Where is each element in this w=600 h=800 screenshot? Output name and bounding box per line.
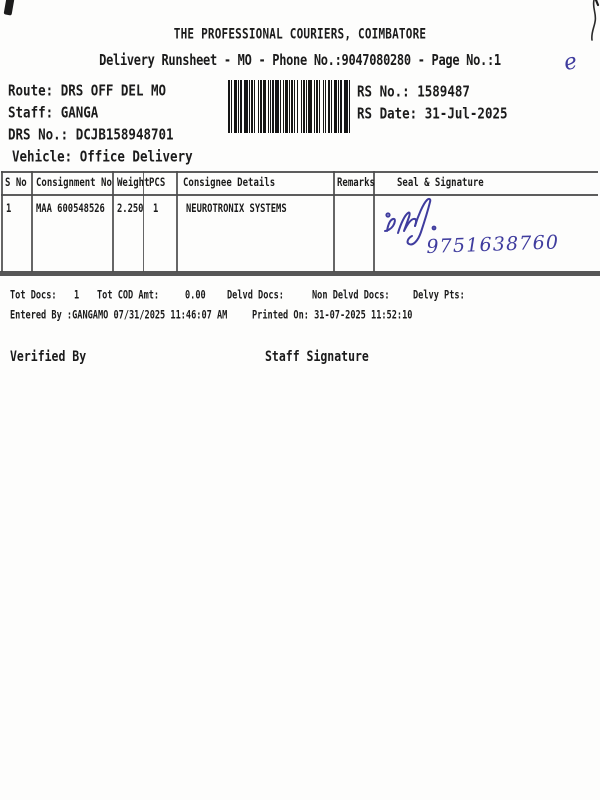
staff-label: Staff: (8, 103, 54, 121)
route-label: Route: (8, 81, 54, 99)
company-title: THE PROFESSIONAL COURIERS, COIMBATORE (173, 26, 427, 43)
col-divider-consignment (112, 171, 114, 272)
col-divider-weight (143, 171, 144, 272)
tot-docs-label: Tot Docs: (10, 289, 57, 303)
cell-consignment-no: MAA 600548526 (36, 203, 105, 216)
staff-signature-label: Staff Signature (265, 348, 369, 365)
scan-artifact-top-left (3, 0, 15, 16)
printed-on: Printed On: 31-07-2025 11:52:10 (252, 309, 412, 323)
verified-by-label: Verified By (10, 348, 87, 365)
entered-by-label: Entered By : (10, 309, 73, 323)
printed-on-label: Printed On: (252, 309, 309, 323)
rs-date-label: RS Date: (357, 104, 418, 122)
header-cell-consignee: Consignee Details (183, 177, 276, 190)
tot-cod-value: 0.00 (185, 289, 206, 303)
route-value: DRS OFF DEL MO (60, 81, 167, 99)
col-divider-remarks (373, 171, 375, 272)
drs-no-label: DRS No.: (8, 125, 69, 143)
header-cell-seal-signature: Seal & Signature (397, 177, 484, 190)
delvy-pts-label: Delvy Pts: (413, 289, 465, 303)
handwritten-signature (384, 197, 437, 246)
col-divider-consignee (333, 171, 335, 272)
entered-by-value: GANGAMO 07/31/2025 11:46:07 AM (72, 309, 228, 323)
rs-no-line: RS No.: 1589487 (357, 82, 470, 100)
drs-no-value: DCJB158948701 (75, 125, 174, 143)
vehicle-label: Vehicle: (12, 147, 73, 165)
printed-on-value: 31-07-2025 11:52:10 (314, 309, 413, 323)
cell-consignee: NEUROTRONIX SYSTEMS (186, 203, 287, 216)
table-header-underline (1, 194, 598, 196)
cell-weight: 2.250 (117, 203, 144, 216)
cell-pcs: 1 (153, 203, 159, 216)
runsheet-subtitle: Delivery Runsheet - MO - Phone No.:90470… (99, 51, 501, 69)
header-cell-consignment-no: Consignment No (36, 177, 112, 190)
table-bottom-border (0, 271, 600, 276)
header-cell-weight: Weight (117, 177, 150, 190)
tot-docs-value: 1 (74, 289, 80, 303)
header-cell-pcs: PCS (149, 177, 166, 190)
non-delvd-docs-label: Non Delvd Docs: (312, 289, 390, 303)
rs-date-value: 31-Jul-2025 (424, 104, 508, 122)
header-cell-remarks: Remarks (337, 177, 375, 190)
table-border-left (1, 171, 3, 272)
table-top-border (1, 171, 598, 173)
rs-date-line: RS Date: 31-Jul-2025 (357, 104, 508, 122)
rs-no-value: 1589487 (417, 82, 470, 100)
vehicle-line: Vehicle: Office Delivery (12, 147, 193, 165)
rs-no-label: RS No.: (357, 82, 410, 100)
route-line: Route: DRS OFF DEL MO (8, 81, 166, 99)
cell-sno: 1 (6, 203, 12, 216)
entered-by: Entered By :GANGAMO 07/31/2025 11:46:07 … (10, 309, 227, 323)
drs-no-line: DRS No.: DCJB158948701 (8, 125, 174, 143)
col-divider-pcs (176, 171, 178, 272)
drs-barcode (228, 80, 350, 133)
col-divider-sno (31, 171, 33, 272)
header-cell-sno: S No (5, 177, 27, 190)
scan-crease-top-right (591, 0, 600, 41)
tot-cod-label: Tot COD Amt: (97, 289, 160, 303)
staff-value: GANGA (60, 103, 99, 121)
vehicle-value: Office Delivery (79, 147, 193, 165)
handwritten-phone-number: 9751638760 (426, 231, 560, 258)
staff-line: Staff: GANGA (8, 103, 98, 121)
delvd-docs-label: Delvd Docs: (227, 289, 284, 303)
